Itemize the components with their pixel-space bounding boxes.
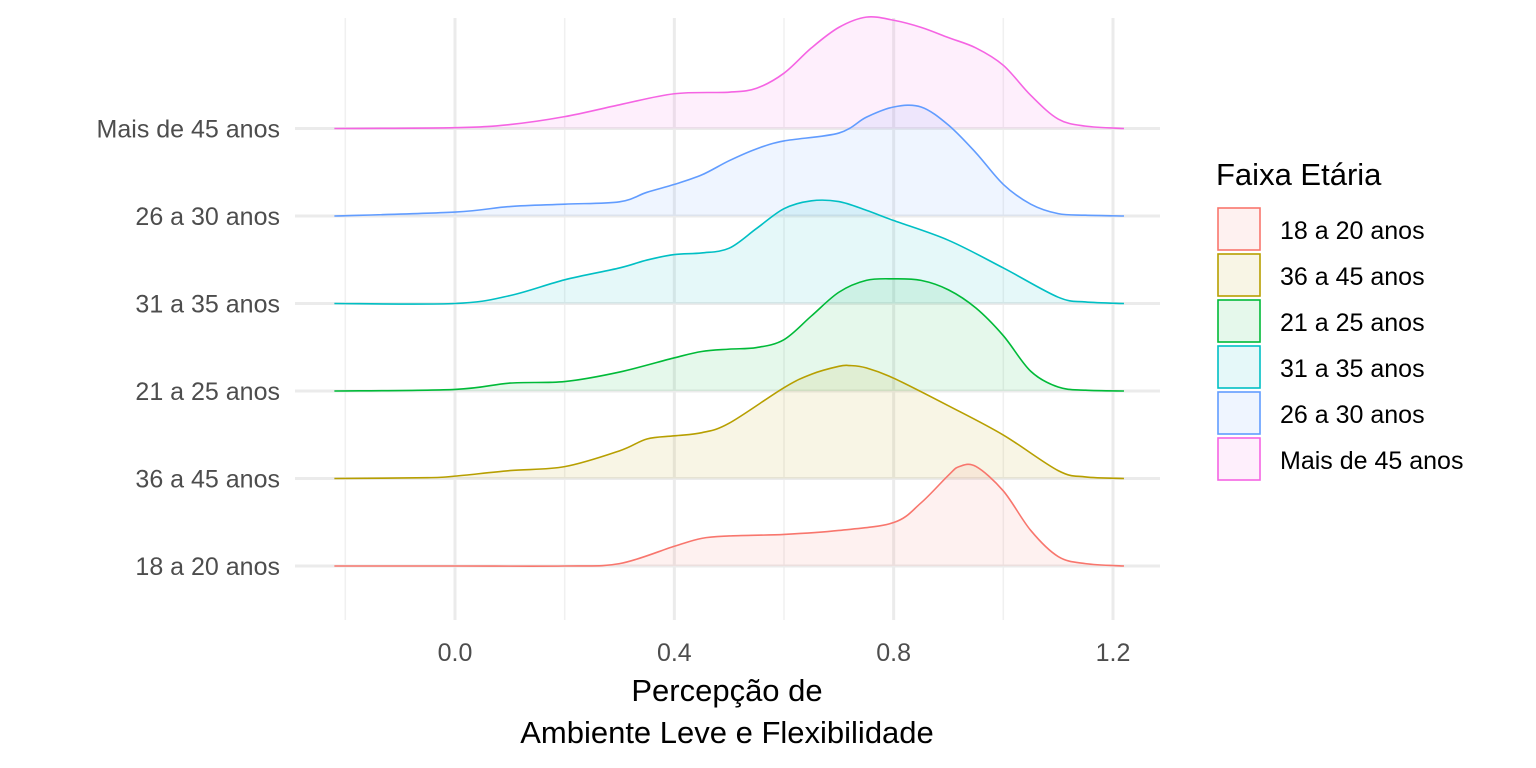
legend-key bbox=[1217, 437, 1261, 481]
legend-label: 26 a 30 anos bbox=[1280, 401, 1425, 429]
legend-title: Faixa Etária bbox=[1216, 157, 1382, 192]
ridge-line bbox=[334, 104, 1124, 217]
ridge-area bbox=[334, 365, 1124, 479]
legend-label: 36 a 45 anos bbox=[1280, 263, 1425, 291]
x-tick-label: 0.8 bbox=[876, 639, 911, 667]
ridge-line bbox=[334, 277, 1124, 392]
ridge-area bbox=[334, 464, 1124, 567]
y-tick-label: 36 a 45 anos bbox=[135, 466, 280, 494]
legend-label: 31 a 35 anos bbox=[1280, 355, 1425, 383]
x-tick-labels: 0.0 0.4 0.8 1.2 bbox=[438, 639, 1131, 667]
legend-key bbox=[1217, 391, 1261, 435]
ridge-line bbox=[334, 16, 1125, 130]
ridge-series bbox=[334, 277, 1124, 392]
y-tick-label: Mais de 45 anos bbox=[97, 116, 280, 144]
y-tick-label: 26 a 30 anos bbox=[135, 203, 280, 231]
x-axis-title-line-2: Ambiente Leve e Flexibilidade bbox=[520, 715, 934, 750]
x-axis-title-line-1: Percepção de bbox=[631, 673, 822, 708]
legend-key bbox=[1217, 299, 1261, 343]
ridge-series bbox=[334, 199, 1125, 305]
legend-label: Mais de 45 anos bbox=[1280, 447, 1463, 475]
ridges-layer bbox=[334, 16, 1125, 567]
legend-key bbox=[1217, 207, 1261, 251]
ridge-line bbox=[334, 199, 1125, 305]
x-tick-label: 1.2 bbox=[1096, 639, 1131, 667]
y-tick-label: 21 a 25 anos bbox=[135, 378, 280, 406]
legend-label: 21 a 25 anos bbox=[1280, 309, 1425, 337]
y-tick-label: 18 a 20 anos bbox=[135, 553, 280, 581]
ridge-series bbox=[334, 16, 1125, 130]
legend-label: 18 a 20 anos bbox=[1280, 217, 1425, 245]
ridge-area bbox=[334, 105, 1124, 216]
legend-key bbox=[1217, 253, 1261, 297]
ridge-line bbox=[334, 364, 1125, 480]
ridge-area bbox=[334, 278, 1124, 391]
y-tick-label: 31 a 35 anos bbox=[135, 291, 280, 319]
x-tick-label: 0.4 bbox=[657, 639, 692, 667]
y-tick-labels: 18 a 20 anos 36 a 45 anos 21 a 25 anos 31 a… bbox=[97, 116, 280, 582]
ridge-series bbox=[334, 364, 1125, 480]
x-tick-label: 0.0 bbox=[438, 639, 473, 667]
ridge-area bbox=[334, 200, 1124, 305]
legend: 18 a 20 anos 36 a 45 anos 21 a 25 anos 31 a… bbox=[1217, 207, 1463, 481]
ridge-series bbox=[334, 463, 1125, 567]
legend-key bbox=[1217, 345, 1261, 389]
ridge-line bbox=[334, 463, 1125, 567]
ridge-area bbox=[334, 16, 1124, 129]
ridge-series bbox=[334, 104, 1124, 217]
